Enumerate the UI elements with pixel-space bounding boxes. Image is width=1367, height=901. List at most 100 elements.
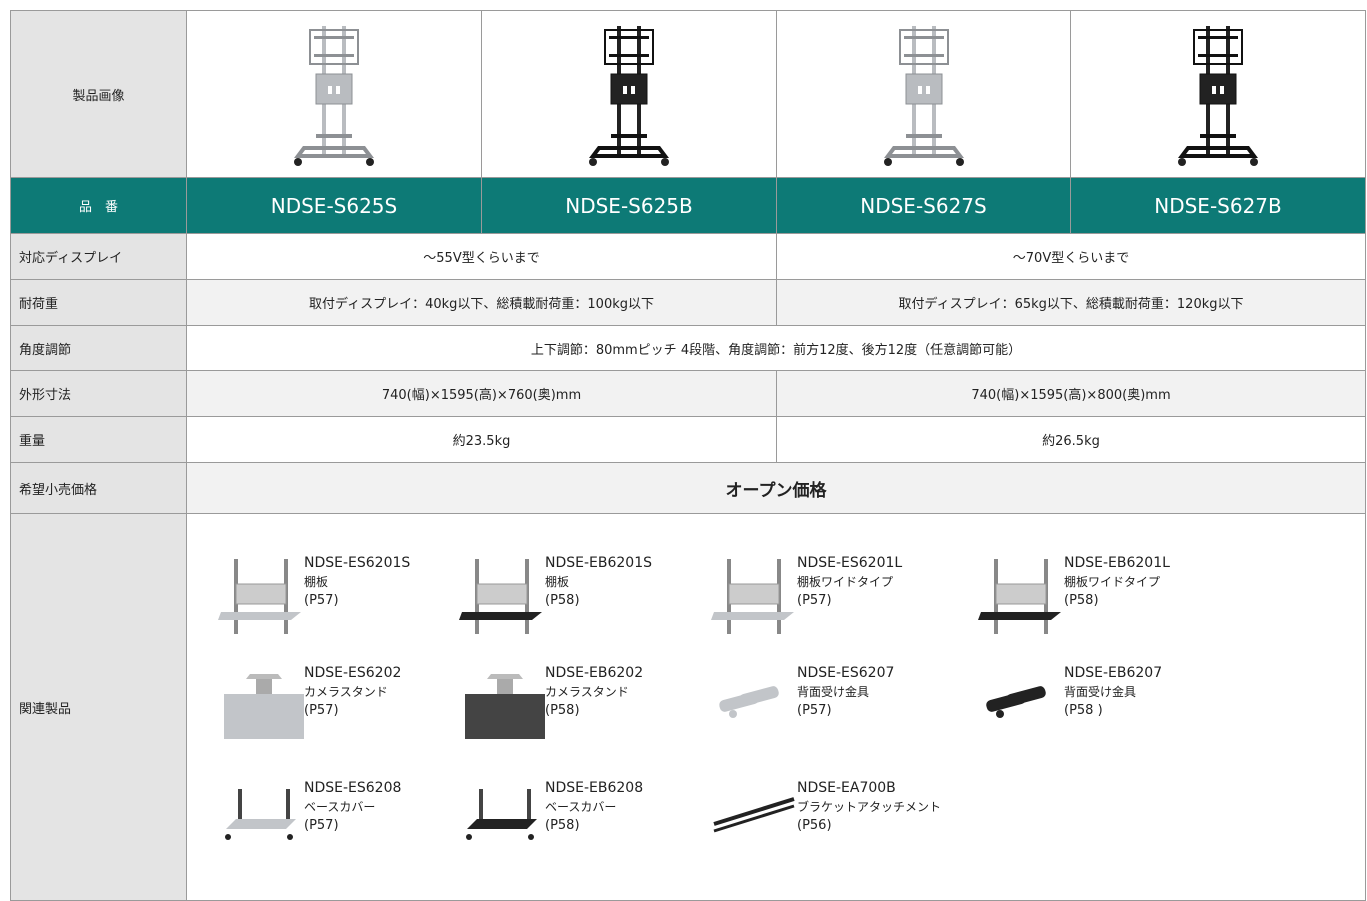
model-number: NDSE-S625S	[186, 177, 482, 234]
table-body: 製品画像 品 番 NDSE-S625S NDSE-S625B NDSE-S627S ND…	[10, 10, 1366, 901]
item-model: NDSE-EB6201L	[1064, 555, 1170, 571]
item-text: NDSE-EB6208 ベースカバー (P58)	[545, 779, 643, 835]
spec-value: 上下調節：80mmピッチ 4段階、角度調節：前方12度、後方12度（任意調節可能…	[186, 325, 1366, 371]
row-label: 対応ディスプレイ	[10, 233, 187, 280]
item-text: NDSE-ES6201S 棚板 (P57)	[304, 554, 410, 610]
item-page: (P56)	[797, 818, 832, 833]
product-image	[978, 559, 1061, 634]
item-desc: 棚板ワイドタイプ	[1064, 575, 1161, 589]
product-image	[225, 789, 296, 840]
spec-row: 耐荷重 取付ディスプレイ：40kg以下、総積載耐荷重：100kg以下 取付ディスプレ…	[10, 279, 1366, 326]
related-cell: NDSE-ES6201S 棚板 (P57) NDSE-EB6201S 棚板 (P58) ND…	[186, 513, 1366, 901]
related-item: NDSE-EA700B ブラケットアタッチメント (P56)	[709, 779, 959, 869]
product-image	[711, 559, 794, 634]
row-label: 関連製品	[10, 513, 187, 901]
header-row: 品 番 NDSE-S625S NDSE-S625B NDSE-S627S NDSE-S6…	[10, 177, 1366, 234]
item-model: NDSE-EB6201S	[545, 555, 653, 571]
item-text: NDSE-EA700B ブラケットアタッチメント (P56)	[797, 779, 941, 835]
item-page: (P58)	[545, 703, 580, 718]
item-model: NDSE-ES6207	[797, 665, 895, 681]
item-model: NDSE-EA700B	[797, 780, 896, 796]
spec-row: 重量 約23.5kg 約26.5kg	[10, 416, 1366, 463]
item-desc: 棚板ワイドタイプ	[797, 575, 894, 589]
item-model: NDSE-ES6208	[304, 780, 402, 796]
product-image	[986, 686, 1046, 718]
item-desc: カメラスタンド	[304, 685, 388, 699]
row-label: 重量	[10, 416, 187, 463]
item-page: (P57)	[797, 703, 832, 718]
image-row: 製品画像	[10, 10, 1366, 178]
related-item: NDSE-ES6202 カメラスタンド (P57)	[216, 664, 466, 754]
header-label: 品 番	[10, 177, 187, 234]
spec-row: 希望小売価格 オープン価格	[10, 462, 1366, 514]
item-text: NDSE-EB6201L 棚板ワイドタイプ (P58)	[1064, 554, 1170, 610]
product-image	[719, 686, 779, 718]
image-cell	[776, 10, 1071, 178]
item-desc: 背面受け金具	[797, 685, 870, 699]
product-image	[224, 674, 304, 739]
product-image	[713, 797, 795, 833]
spec-value: 取付ディスプレイ：40kg以下、総積載耐荷重：100kg以下	[186, 279, 777, 326]
model-number: NDSE-S627B	[1070, 177, 1366, 234]
related-item: NDSE-ES6201L 棚板ワイドタイプ (P57)	[709, 554, 959, 644]
related-item: NDSE-EB6207 背面受け金具 (P58 )	[976, 664, 1226, 754]
row-label: 外形寸法	[10, 370, 187, 417]
item-model: NDSE-EB6208	[545, 780, 644, 796]
row-label: 耐荷重	[10, 279, 187, 326]
item-page: (P58 )	[1064, 703, 1103, 718]
related-item: NDSE-ES6201S 棚板 (P57)	[216, 554, 466, 644]
item-desc: 棚板	[304, 575, 329, 589]
item-page: (P57)	[304, 703, 339, 718]
spec-row: 対応ディスプレイ ～55V型くらいまで ～70V型くらいまで	[10, 233, 1366, 280]
row-label: 角度調節	[10, 325, 187, 371]
item-text: NDSE-ES6207 背面受け金具 (P57)	[797, 664, 894, 720]
item-text: NDSE-ES6202 カメラスタンド (P57)	[304, 664, 401, 720]
related-item: NDSE-EB6201S 棚板 (P58)	[457, 554, 707, 644]
item-model: NDSE-ES6201S	[304, 555, 411, 571]
item-page: (P58)	[545, 818, 580, 833]
spec-value: ～55V型くらいまで	[186, 233, 777, 280]
item-desc: 棚板	[545, 575, 570, 589]
related-item: NDSE-EB6208 ベースカバー (P58)	[457, 779, 707, 869]
spec-table: 製品画像 品 番 NDSE-S625S NDSE-S625B NDSE-S627S ND…	[10, 10, 1366, 901]
spec-value: オープン価格	[186, 462, 1366, 514]
related-row: 関連製品 NDSE-ES6201S 棚板 (P57) NDSE-EB6201S 棚板 (P5…	[10, 513, 1366, 901]
spec-value: 取付ディスプレイ：65kg以下、総積載耐荷重：120kg以下	[776, 279, 1366, 326]
image-cell	[1070, 10, 1366, 178]
product-image	[459, 559, 542, 634]
spec-value: 約23.5kg	[186, 416, 777, 463]
product-image	[589, 26, 669, 166]
related-item: NDSE-EB6201L 棚板ワイドタイプ (P58)	[976, 554, 1226, 644]
product-image	[465, 674, 545, 739]
row-label: 製品画像	[10, 10, 187, 178]
spec-value: 740(幅)×1595(高)×760(奥)mm	[186, 370, 777, 417]
product-image	[294, 26, 374, 166]
related-item: NDSE-ES6208 ベースカバー (P57)	[216, 779, 466, 869]
spec-row: 外形寸法 740(幅)×1595(高)×760(奥)mm 740(幅)×1595(高…	[10, 370, 1366, 417]
spec-value: ～70V型くらいまで	[776, 233, 1366, 280]
item-text: NDSE-EB6201S 棚板 (P58)	[545, 554, 652, 610]
item-page: (P57)	[797, 593, 832, 608]
spec-row: 角度調節 上下調節：80mmピッチ 4段階、角度調節：前方12度、後方12度（任意…	[10, 325, 1366, 371]
related-list: NDSE-ES6201S 棚板 (P57) NDSE-EB6201S 棚板 (P58) ND…	[187, 514, 1365, 900]
related-item: NDSE-ES6207 背面受け金具 (P57)	[709, 664, 959, 754]
item-model: NDSE-ES6201L	[797, 555, 903, 571]
item-desc: カメラスタンド	[545, 685, 629, 699]
item-desc: ベースカバー	[545, 800, 617, 814]
product-image	[883, 26, 964, 166]
product-image	[218, 559, 301, 634]
product-image	[1178, 26, 1258, 166]
item-page: (P57)	[304, 593, 339, 608]
image-cell	[481, 10, 777, 178]
item-page: (P57)	[304, 818, 339, 833]
item-text: NDSE-EB6202 カメラスタンド (P58)	[545, 664, 643, 720]
spec-value: 約26.5kg	[776, 416, 1366, 463]
model-number: NDSE-S625B	[481, 177, 777, 234]
item-model: NDSE-EB6207	[1064, 665, 1163, 681]
item-desc: ベースカバー	[304, 800, 376, 814]
item-model: NDSE-EB6202	[545, 665, 644, 681]
item-desc: ブラケットアタッチメント	[797, 800, 942, 814]
row-label: 希望小売価格	[10, 462, 187, 514]
item-text: NDSE-ES6208 ベースカバー (P57)	[304, 779, 401, 835]
